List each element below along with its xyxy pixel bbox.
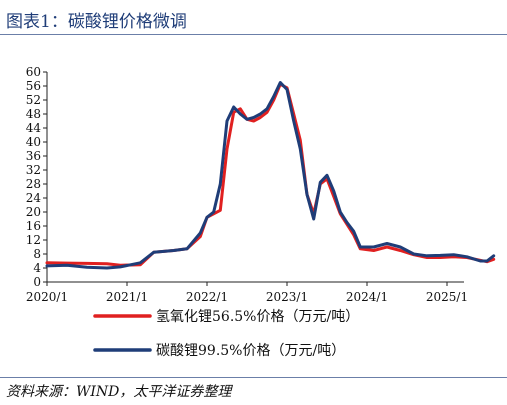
y-tick-label: 40 (26, 135, 41, 149)
legend-label: 碳酸锂99.5%价格（万元/吨） (156, 343, 345, 359)
y-tick-label: 4 (33, 261, 41, 275)
y-tick-label: 44 (26, 121, 42, 135)
y-tick-label: 0 (33, 275, 41, 289)
legend-item-2: 碳酸锂99.5%价格（万元/吨） (93, 343, 345, 359)
x-tick-label: 2020/1 (26, 290, 68, 304)
y-tick-label: 52 (26, 93, 41, 107)
legend-label: 氢氧化锂56.5%价格（万元/吨） (156, 309, 359, 325)
chart-series (45, 81, 496, 270)
legend-item-1: 氢氧化锂56.5%价格（万元/吨） (93, 309, 359, 325)
y-tick-label: 48 (26, 107, 41, 121)
x-tick-label: 2025/1 (426, 290, 468, 304)
y-tick-label: 8 (33, 247, 41, 261)
y-tick-label: 36 (26, 149, 41, 163)
series-line-2 (45, 81, 496, 270)
y-tick-label: 16 (26, 219, 41, 233)
y-tick-label: 28 (26, 177, 41, 191)
chart-legend: 氢氧化锂56.5%价格（万元/吨） 碳酸锂99.5%价格（万元/吨） (93, 309, 359, 359)
x-tick-label: 2021/1 (106, 290, 148, 304)
y-tick-label: 32 (26, 163, 41, 177)
chart-area: 0 4 8 12 16 20 24 28 32 36 40 44 48 52 56 60 2020/1 2021/… (0, 38, 507, 380)
header: 图表1：碳酸锂价格微调 (0, 2, 507, 32)
header-divider (0, 34, 507, 35)
y-tick-label: 12 (26, 233, 41, 247)
series-line-1 (45, 82, 496, 267)
figure-title: 图表1：碳酸锂价格微调 (6, 12, 187, 32)
source-note: 资料来源：WIND，太平洋证券整理 (6, 384, 232, 400)
y-tick-label: 60 (26, 65, 41, 79)
footer-divider (0, 377, 507, 378)
x-tick-label: 2022/1 (186, 290, 228, 304)
x-tick-label: 2023/1 (266, 290, 308, 304)
y-tick-label: 24 (26, 191, 42, 205)
y-tick-label: 20 (26, 205, 41, 219)
x-tick-label: 2024/1 (346, 290, 388, 304)
y-tick-label: 56 (26, 79, 41, 93)
